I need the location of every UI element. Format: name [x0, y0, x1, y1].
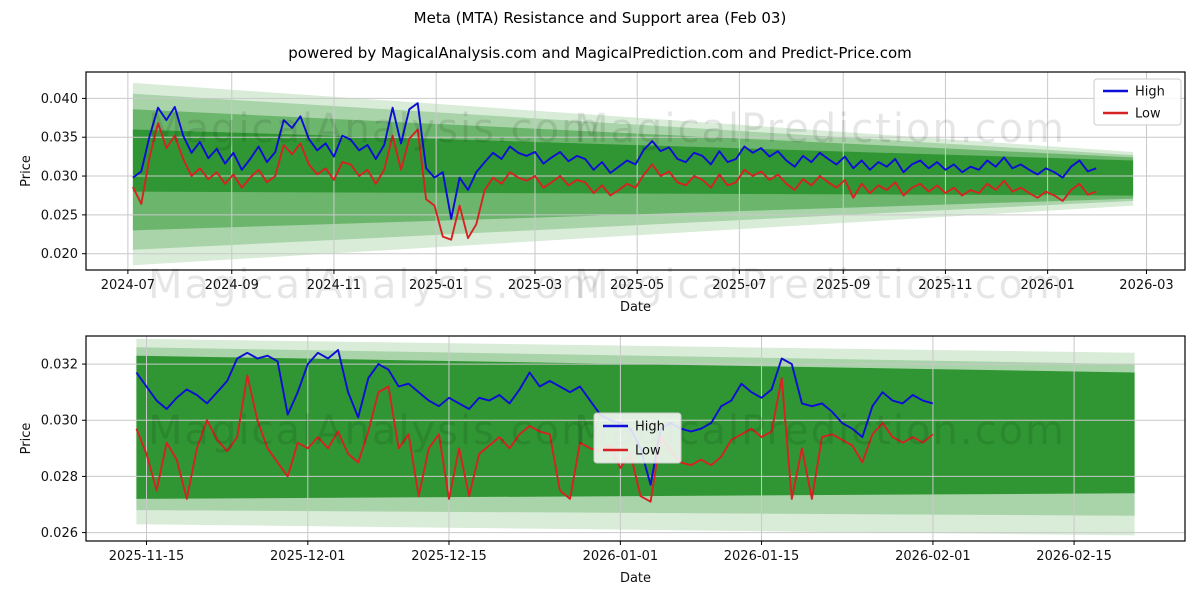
y-tick-label: 0.032 [41, 358, 78, 373]
low-line [132, 122, 1097, 241]
watermark-prediction: MagicalPrediction.com [574, 262, 1066, 308]
x-tick-label: 2025-09 [816, 278, 870, 293]
top-legend: High Low [1093, 78, 1182, 126]
top-chart: 2024-07 2024-09 2024-11 2025-01 2025-03 2025-… [19, 71, 1186, 315]
x-tick-label: 2024-11 [307, 278, 361, 293]
low-line [135, 374, 934, 503]
figure-subtitle: powered by MagicalAnalysis.com and Magic… [288, 44, 912, 62]
x-tick-label: 2026-01-15 [724, 549, 800, 564]
tick-labels: 2025-11-15 2025-12-01 2025-12-15 2026-01-01… [41, 358, 1112, 564]
axes-frame [85, 71, 1186, 271]
x-tick-label: 2025-12-01 [270, 549, 346, 564]
x-tick-label: 2026-03 [1119, 278, 1173, 293]
y-tick-label: 0.040 [41, 92, 78, 107]
x-tick-label: 2026-02-01 [895, 549, 971, 564]
legend-label-high: High [1135, 85, 1165, 100]
legend-label-low: Low [1135, 107, 1161, 122]
y-axis-label: Price [19, 423, 34, 455]
x-tick-label: 2025-11 [918, 278, 972, 293]
x-tick-label: 2025-01 [409, 278, 463, 293]
x-tick-label: 2025-12-15 [411, 549, 487, 564]
y-tick-label: 0.026 [41, 526, 78, 541]
x-tick-label: 2026-01 [1020, 278, 1074, 293]
y-tick-label: 0.035 [41, 131, 78, 146]
y-axis-label: Price [19, 155, 34, 187]
axes-frame [85, 335, 1186, 542]
y-tick-label: 0.020 [41, 247, 78, 262]
legend-label-high: High [635, 420, 665, 435]
watermark-analysis: MagicalAnalysis.com [148, 106, 602, 152]
y-tick-label: 0.030 [41, 170, 78, 185]
grid-layer [86, 72, 1185, 270]
y-tick-label: 0.030 [41, 414, 78, 429]
y-tick-label: 0.025 [41, 208, 78, 223]
x-tick-label: 2024-07 [101, 278, 155, 293]
x-axis-label: Date [620, 571, 651, 586]
x-tick-label: 2025-05 [610, 278, 664, 293]
legend-label-low: Low [635, 444, 661, 459]
bottom-legend: High Low [593, 412, 682, 464]
x-axis-label: Date [620, 300, 651, 315]
x-tick-label: 2026-01-01 [583, 549, 659, 564]
x-tick-label: 2026-02-15 [1036, 549, 1112, 564]
high-line [135, 349, 934, 486]
x-tick-label: 2025-07 [712, 278, 766, 293]
figure-title: Meta (MTA) Resistance and Support area (… [413, 9, 787, 27]
high-line [132, 102, 1097, 220]
watermark-analysis: MagicalAnalysis.com [148, 262, 602, 308]
x-tick-label: 2025-03 [508, 278, 562, 293]
tick-labels: 2024-07 2024-09 2024-11 2025-01 2025-03 2025-… [41, 92, 1174, 293]
x-tick-label: 2025-11-15 [109, 549, 185, 564]
watermark-prediction: MagicalPrediction.com [574, 106, 1066, 152]
x-tick-label: 2024-09 [205, 278, 259, 293]
y-tick-label: 0.028 [41, 470, 78, 485]
watermark-analysis: MagicalAnalysis.com [148, 408, 602, 454]
